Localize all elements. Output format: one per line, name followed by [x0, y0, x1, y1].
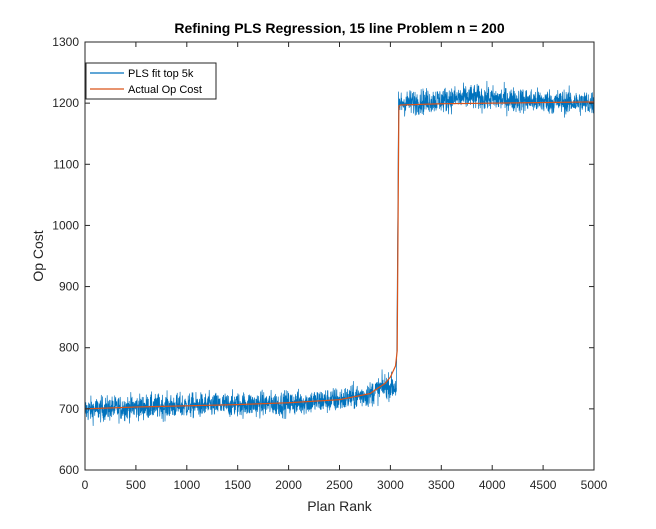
x-tick-label: 3000 — [377, 478, 404, 492]
legend-label: Actual Op Cost — [128, 84, 202, 96]
y-tick-label: 1200 — [52, 96, 79, 110]
y-tick-label: 700 — [59, 402, 79, 416]
chart-title: Refining PLS Regression, 15 line Problem… — [174, 20, 504, 36]
x-axis-label: Plan Rank — [307, 498, 373, 514]
y-tick-label: 600 — [59, 463, 79, 477]
tick-layer: 0 500 1000 1500 2000 2500 3000 3500 4000 4500 5000… — [52, 35, 607, 492]
y-tick-label: 1300 — [52, 35, 79, 49]
legend-label: PLS fit top 5k — [128, 68, 194, 80]
x-tick-label: 0 — [82, 478, 89, 492]
series-layer — [84, 80, 595, 426]
y-tick-label: 800 — [59, 341, 79, 355]
x-tick-label: 4500 — [530, 478, 557, 492]
x-tick-label: 3500 — [428, 478, 455, 492]
y-tick-label: 1000 — [52, 218, 79, 232]
y-tick-label: 1100 — [53, 157, 79, 171]
x-tick-label: 4000 — [479, 478, 506, 492]
x-tick-label: 2000 — [275, 478, 302, 492]
x-tick-label: 2500 — [326, 478, 353, 492]
y-axis-label: Op Cost — [30, 230, 46, 281]
legend: PLS fit top 5k Actual Op Cost — [85, 62, 217, 100]
y-tick-label: 900 — [59, 280, 79, 294]
x-tick-label: 5000 — [581, 478, 608, 492]
x-tick-label: 1500 — [224, 478, 251, 492]
x-tick-label: 1000 — [173, 478, 200, 492]
legend-box — [85, 62, 217, 100]
series-line-2 — [84, 101, 595, 410]
x-tick-label: 500 — [126, 478, 146, 492]
